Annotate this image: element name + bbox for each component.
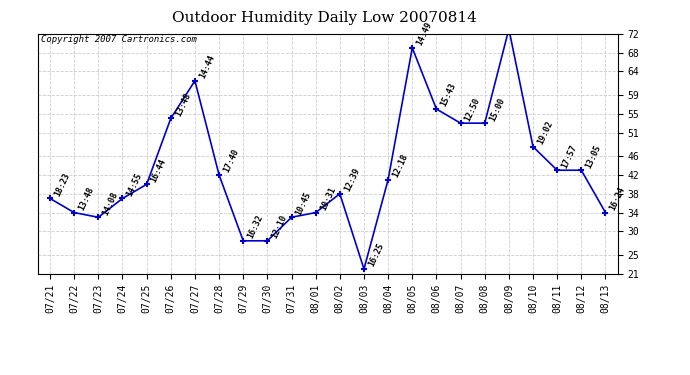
Text: 10:31: 10:31 <box>319 185 337 212</box>
Text: 10:45: 10:45 <box>295 190 313 216</box>
Text: 16:25: 16:25 <box>367 242 386 268</box>
Text: 15:43: 15:43 <box>440 82 458 108</box>
Text: 13:48: 13:48 <box>174 91 193 118</box>
Text: 16:32: 16:32 <box>246 214 265 240</box>
Text: 14:49: 14:49 <box>415 21 434 47</box>
Text: 14:08: 14:08 <box>101 190 120 216</box>
Text: 14:44: 14:44 <box>198 54 217 80</box>
Text: 14:55: 14:55 <box>126 171 144 198</box>
Text: 18:23: 18:23 <box>53 171 72 198</box>
Text: 17:57: 17:57 <box>560 143 579 170</box>
Text: 16:24: 16:24 <box>609 185 627 212</box>
Text: Copyright 2007 Cartronics.com: Copyright 2007 Cartronics.com <box>41 35 197 44</box>
Text: 15:00: 15:00 <box>488 96 506 122</box>
Text: Outdoor Humidity Daily Low 20070814: Outdoor Humidity Daily Low 20070814 <box>172 11 477 25</box>
Text: 12:39: 12:39 <box>343 166 362 193</box>
Text: 17:40: 17:40 <box>222 148 241 174</box>
Text: 13:05: 13:05 <box>584 143 603 170</box>
Text: 12:10: 12:10 <box>270 214 289 240</box>
Text: 19:02: 19:02 <box>536 120 555 146</box>
Text: 12:18: 12:18 <box>391 152 410 179</box>
Text: 16:11: 16:11 <box>0 374 1 375</box>
Text: 13:48: 13:48 <box>77 185 96 212</box>
Text: 16:44: 16:44 <box>150 157 168 183</box>
Text: 12:50: 12:50 <box>464 96 482 122</box>
